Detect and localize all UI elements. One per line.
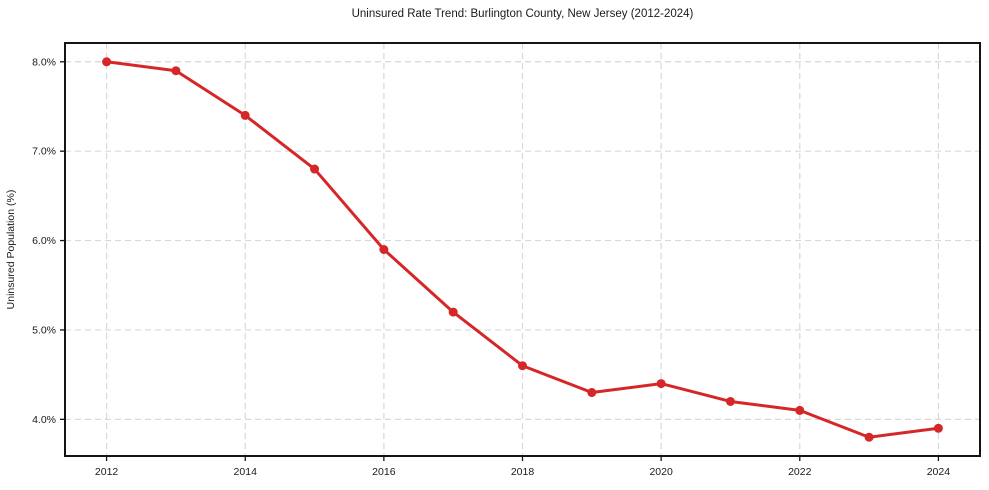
data-point	[102, 57, 112, 67]
x-tick-label: 2018	[511, 466, 535, 478]
data-point	[933, 423, 943, 433]
y-axis-label: Uninsured Population (%)	[5, 190, 17, 310]
x-tick-label: 2016	[372, 466, 396, 478]
x-tick-label: 2020	[649, 466, 673, 478]
data-point	[310, 164, 320, 174]
data-point	[518, 361, 527, 371]
data-point	[240, 110, 250, 120]
y-tick-label: 6.0%	[32, 235, 56, 247]
data-point	[795, 405, 805, 415]
data-point	[587, 388, 597, 398]
x-tick-label: 2022	[788, 466, 812, 478]
data-point	[725, 396, 735, 406]
x-tick-label: 2014	[234, 466, 258, 478]
x-tick-label: 2012	[95, 466, 119, 478]
y-tick-label: 8.0%	[32, 56, 56, 68]
data-point	[656, 379, 666, 389]
chart-title: Uninsured Rate Trend: Burlington County,…	[351, 8, 694, 20]
data-point	[171, 66, 181, 76]
y-tick-label: 7.0%	[32, 146, 56, 158]
data-point	[379, 245, 389, 254]
y-tick-label: 5.0%	[32, 324, 56, 336]
x-tick-label: 2024	[927, 466, 951, 478]
data-point	[864, 432, 874, 442]
y-tick-label: 4.0%	[32, 414, 56, 426]
data-point	[448, 307, 458, 317]
